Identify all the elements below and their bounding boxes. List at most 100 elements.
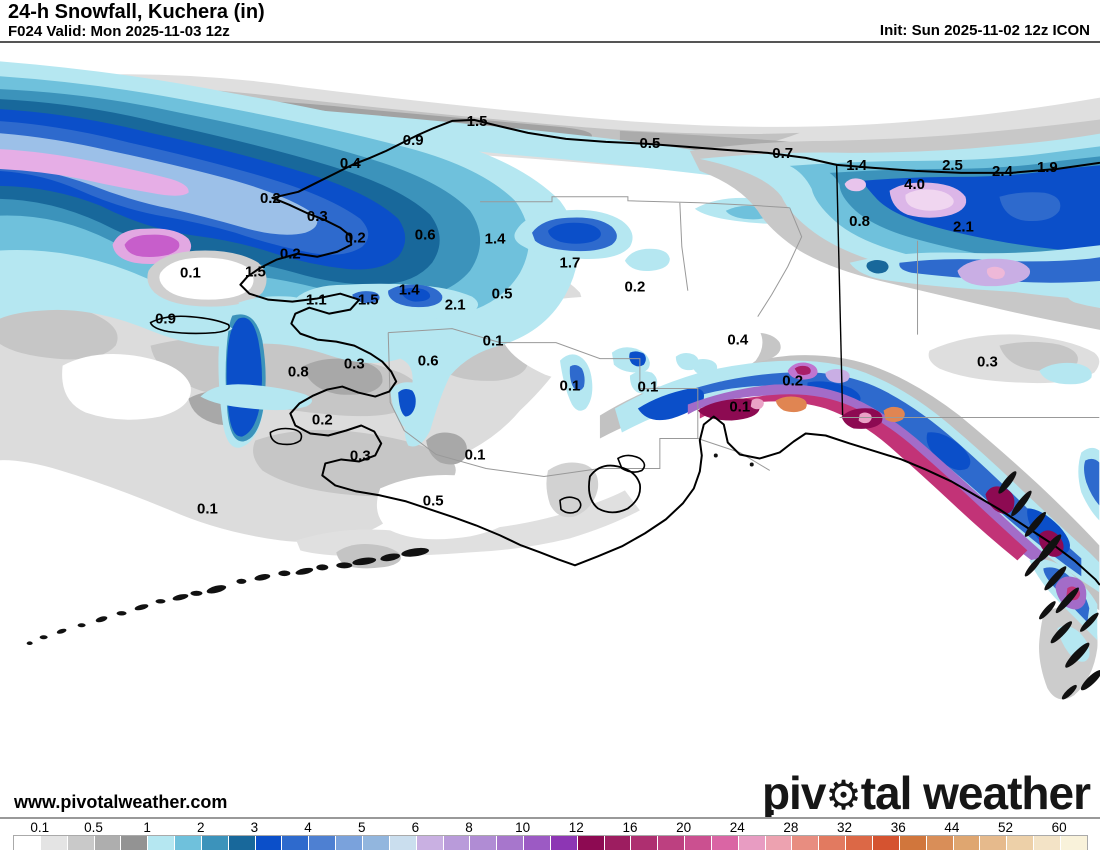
website-link[interactable]: www.pivotalweather.com	[14, 792, 228, 812]
island-chain	[26, 453, 1100, 816]
colorbar-segment	[497, 836, 525, 850]
colorbar-segment	[175, 836, 202, 850]
colorbar-tick-label: 36	[890, 820, 906, 835]
snowfall-value-label: 0.7	[772, 145, 793, 162]
snowfall-magenta-band-south-coast	[614, 360, 1100, 662]
colorbar-segment	[577, 836, 605, 850]
snowfall-value-label: 2.5	[942, 157, 963, 174]
colorbar-segment	[14, 836, 41, 850]
colorbar-segment	[148, 836, 176, 850]
snowfall-value-label: 1.5	[245, 264, 266, 281]
colorbar-segment	[443, 836, 471, 850]
color-scale-bar	[13, 835, 1088, 850]
colorbar-segment	[631, 836, 659, 850]
colorbar-segment	[201, 836, 229, 850]
gear-icon: ⚙	[825, 771, 861, 818]
snowfall-value-label: 1.9	[1037, 159, 1058, 176]
snowfall-value-label: 1.4	[399, 282, 420, 299]
colorbar-segment	[873, 836, 900, 850]
snowfall-value-label: 2.1	[953, 219, 974, 236]
snowfall-value-label: 0.8	[849, 213, 870, 230]
snowfall-value-label: 0.2	[280, 246, 301, 263]
snowfall-value-label: 0.1	[560, 378, 581, 395]
snowfall-value-label: 0.5	[639, 135, 660, 152]
colorbar-segment	[1034, 836, 1061, 850]
snowfall-value-label: 0.2	[345, 230, 366, 247]
snowfall-value-label: 0.1	[465, 446, 486, 463]
snowfall-value-label: 0.3	[344, 356, 365, 373]
logo-text-post: tal weather	[860, 766, 1091, 819]
colorbar-segment	[94, 836, 122, 850]
colorbar-tick-label: 0.5	[84, 820, 103, 835]
colorbar-segment	[846, 836, 873, 850]
colorbar-segment	[416, 836, 444, 850]
init-time-text: Init: Sun 2025-11-02 12z ICON	[879, 22, 1090, 39]
snowfall-value-label: 0.2	[624, 279, 645, 296]
snowfall-value-label: 0.6	[418, 353, 439, 370]
snowfall-value-label: 1.4	[846, 157, 867, 174]
colorbar-segment	[1007, 836, 1035, 850]
snowfall-value-label: 0.3	[977, 354, 998, 371]
colorbar-tick-label: 44	[944, 820, 960, 835]
colorbar-tick-label: 3	[250, 820, 259, 835]
colorbar-segment	[121, 836, 149, 850]
weather-map[interactable]: 1.5 0.9 0.4 0.2 0.3 0.2 0.2 0.6 1.4 1.7 0.5 0.7 0.1 1…	[0, 43, 1100, 817]
colorbar-tick-label: 1	[143, 820, 151, 835]
colorbar-tick-label: 10	[515, 820, 531, 835]
snowfall-value-labels: 1.5 0.9 0.4 0.2 0.3 0.2 0.2 0.6 1.4 1.7 0.5 0.7 0.1 1…	[155, 113, 1058, 517]
colorbar-segment	[362, 836, 390, 850]
snowfall-value-label: 0.5	[492, 286, 513, 303]
logo-text-pre: piv	[761, 766, 826, 819]
coastline	[149, 118, 1100, 586]
colorbar-tick-label: 8	[465, 820, 473, 835]
colorbar-segment	[819, 836, 847, 850]
colorbar-segment	[658, 836, 686, 850]
colorbar-segment	[765, 836, 793, 850]
snowfall-value-label: 0.9	[155, 311, 176, 328]
colorbar-segment	[953, 836, 981, 850]
snowfall-value-label: 1.1	[306, 292, 327, 309]
snowfall-blue-contours-interior	[140, 197, 814, 428]
snowfall-value-label: 0.1	[197, 500, 218, 517]
colorbar-segment	[711, 836, 739, 850]
colorbar-segment	[470, 836, 498, 850]
snowfall-value-label: 0.4	[727, 332, 748, 349]
valid-time-text: F024 Valid: Mon 2025-11-03 12z	[8, 23, 230, 40]
colorbar-tick-label: 20	[676, 820, 692, 835]
colorbar-tick-label: 2	[197, 820, 205, 835]
colorbar-tick-label: 16	[622, 820, 638, 835]
map-header: 24-h Snowfall, Kuchera (in) F024 Valid: …	[0, 0, 1100, 43]
colorbar-segment	[309, 836, 337, 850]
colorbar-segment	[40, 836, 68, 850]
snowfall-value-label: 0.1	[729, 399, 750, 416]
colorbar-segment	[524, 836, 551, 850]
snowfall-value-label: 4.0	[904, 176, 925, 193]
snowfall-value-label: 0.3	[307, 208, 328, 225]
colorbar-segment	[685, 836, 712, 850]
colorbar-tick-label: 60	[1051, 820, 1067, 835]
snowfall-value-label: 0.1	[180, 265, 201, 282]
snowfall-blue-contours-northeast	[689, 119, 1100, 521]
colorbar-segment	[899, 836, 927, 850]
snowfall-value-label: 0.6	[415, 227, 436, 244]
snowfall-blue-contours-northwest	[0, 61, 845, 448]
snowfall-value-label: 1.4	[485, 231, 506, 248]
colorbar-segment	[336, 836, 363, 850]
colorbar-tick-label: 0.1	[30, 820, 50, 835]
colorbar-tick-label: 5	[357, 820, 366, 835]
snowfall-value-label: 2.1	[445, 297, 466, 314]
snowfall-value-label: 0.2	[782, 373, 803, 390]
colorbar-segment	[228, 836, 256, 850]
snowfall-value-label: 0.1	[637, 379, 658, 396]
snowfall-value-label: 0.9	[403, 132, 424, 149]
snowfall-value-label: 1.5	[358, 292, 379, 309]
colorbar-segment	[604, 836, 632, 850]
snowfall-value-label: 0.4	[340, 155, 361, 172]
snowfall-color-scale: 0.1 0.5 1 2 3 4 5 6 8 10 12 16 20 24 28 32 36 44 52 60	[0, 817, 1100, 850]
colorbar-segment	[389, 836, 417, 850]
colorbar-tick-label: 32	[837, 820, 853, 835]
colorbar-tick-label: 24	[729, 820, 745, 835]
snowfall-value-label: 0.8	[288, 364, 309, 381]
snowfall-value-label: 1.5	[467, 113, 488, 130]
